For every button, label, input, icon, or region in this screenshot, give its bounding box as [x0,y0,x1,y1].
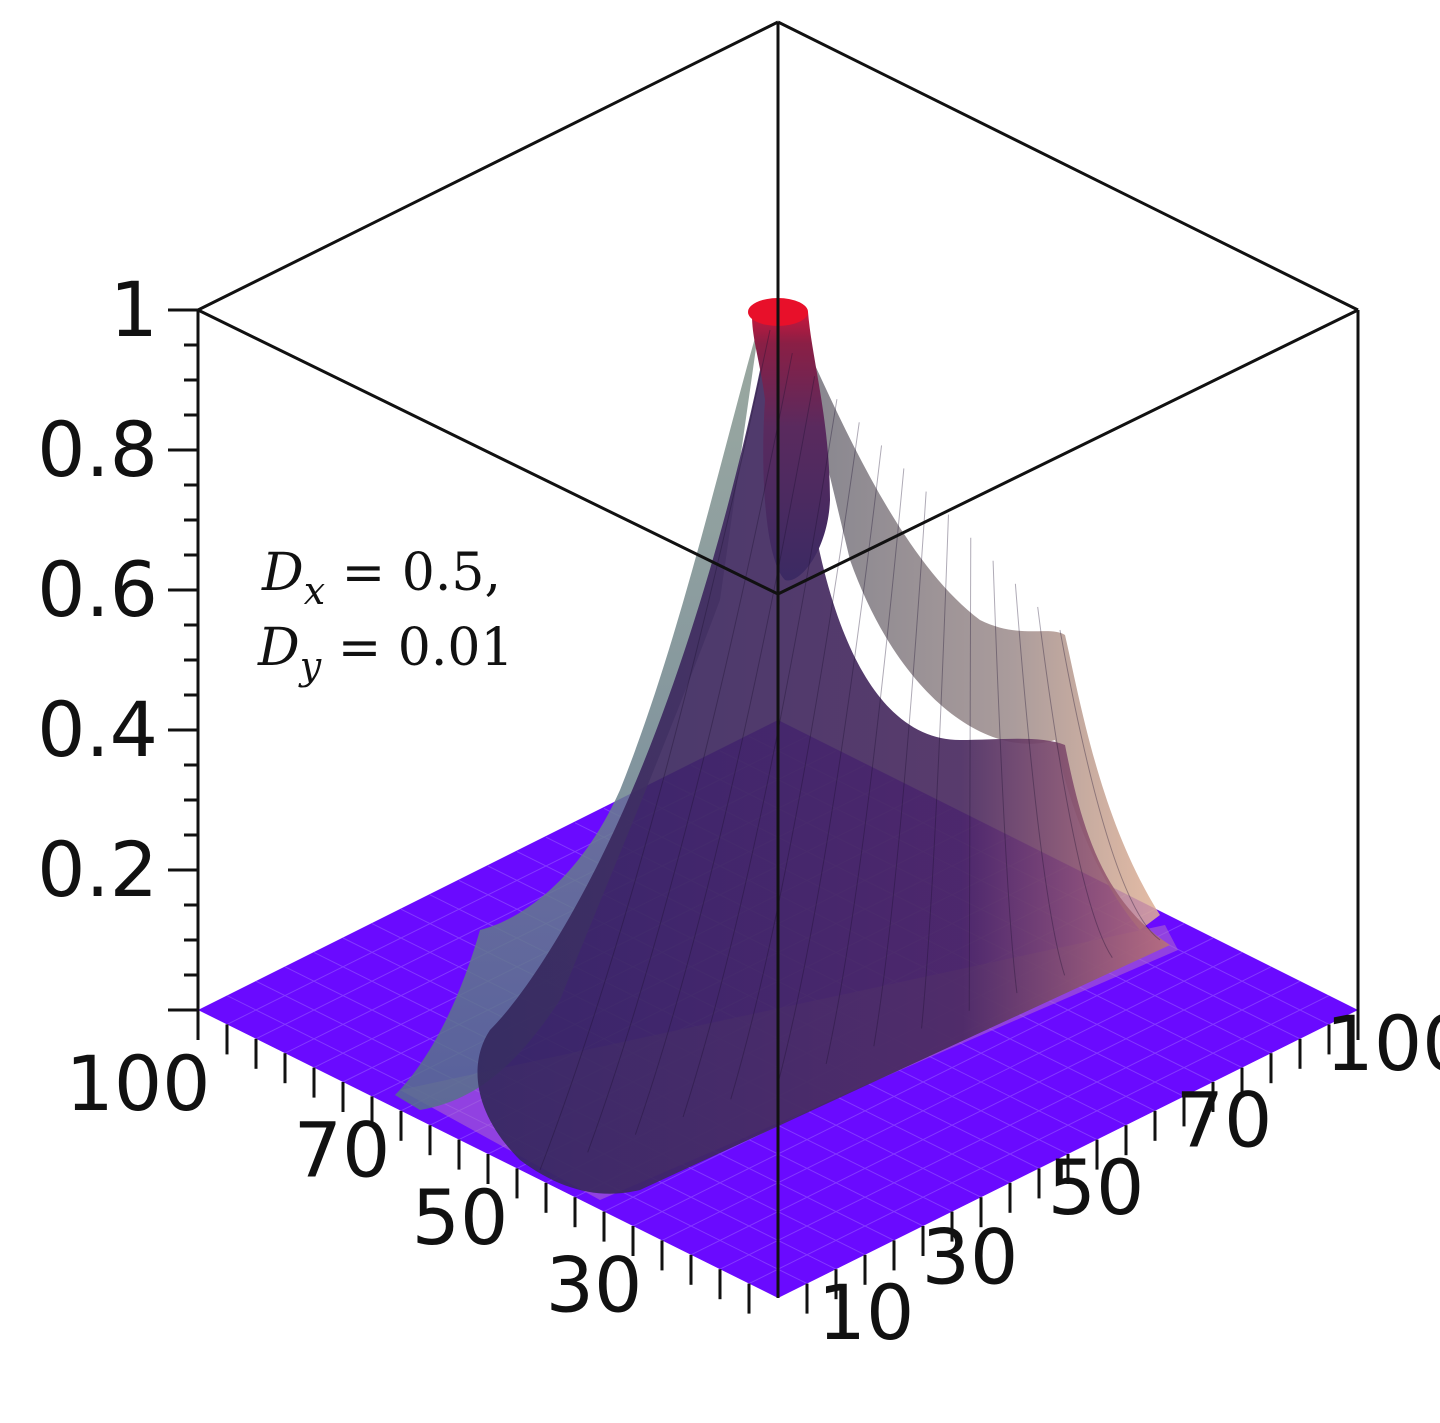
parameter-annotation: Dx = 0.5, Dy = 0.01 [257,543,514,688]
mesh-line [587,352,793,1153]
mesh-line [873,491,927,1047]
mesh-line [730,422,860,1100]
mesh-line [921,514,949,1029]
annotation-line-dx: Dx = 0.5, [261,543,501,613]
surface-mesh [539,329,1161,1171]
x-tick-label: 50 [412,1173,509,1262]
z-tick-label: 0.4 [37,685,158,774]
x-tick-label: 30 [546,1241,643,1330]
mesh-line [682,399,838,1118]
mesh-line [777,445,883,1082]
y-tick-label: 10 [818,1268,915,1357]
mesh-line [634,376,816,1135]
bounding-box [196,20,1360,1298]
y-tick-label: 100 [1325,999,1440,1088]
z-axis: 0.2 0.4 0.6 0.8 1 [37,265,198,1012]
mesh-line [825,468,905,1064]
y-tick-label: 30 [922,1213,1019,1302]
surface-peak [752,301,830,581]
mesh-line [968,537,972,1011]
z-tick-label: 0.2 [37,825,158,914]
x-tick-label: 100 [65,1039,210,1128]
z-tick-label: 1 [110,265,158,354]
y-tick-label: 70 [1176,1075,1273,1164]
z-tick-label: 0.8 [37,405,158,494]
z-tick-label: 0.6 [37,545,158,634]
mesh-line [1037,606,1113,958]
x-tick-label: 70 [294,1105,391,1194]
mesh-line [992,560,1018,994]
annotation-line-dy: Dy = 0.01 [257,618,514,688]
mesh-line [539,329,771,1171]
mesh-line [1059,629,1161,941]
y-tick-label: 50 [1048,1143,1145,1232]
mesh-line [1014,583,1066,976]
surface-front [477,320,1170,1194]
